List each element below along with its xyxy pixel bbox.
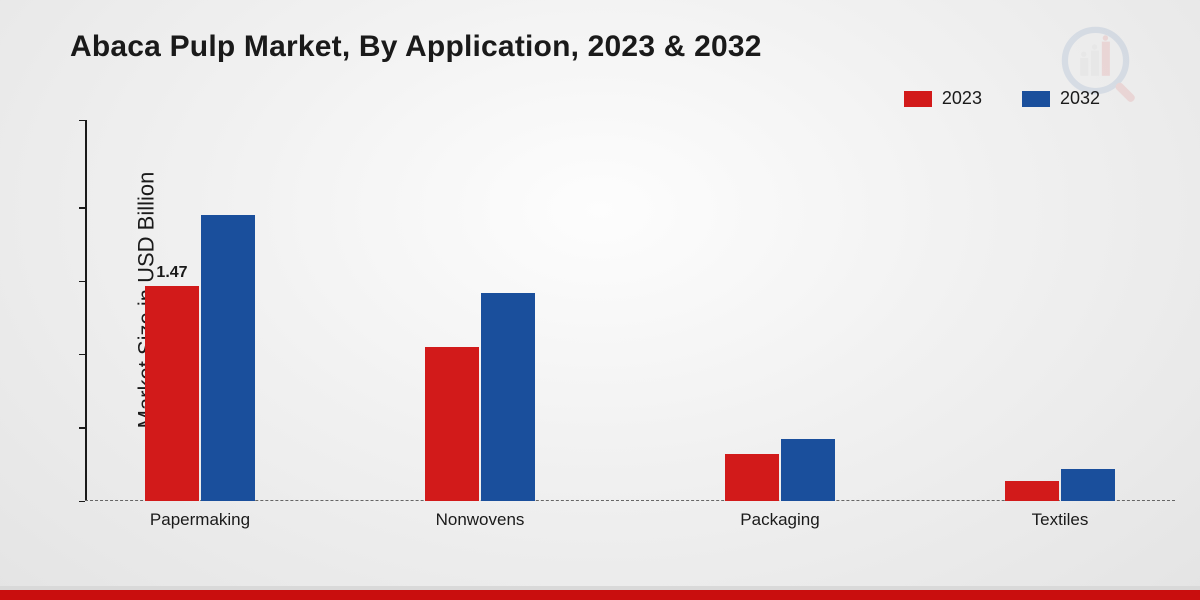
x-labels: Papermaking Nonwovens Packaging Textiles: [85, 504, 1175, 530]
bar-group: [725, 439, 835, 501]
plot-area: 1.47 Papermaking Nonwovens Packaging Textil…: [85, 120, 1175, 530]
bar: [425, 347, 479, 501]
legend-label-2023: 2023: [942, 88, 982, 109]
x-label: Packaging: [740, 510, 819, 530]
legend-item-2023: 2023: [904, 88, 982, 109]
bar-value-label: 1.47: [145, 264, 199, 282]
bar: [725, 454, 779, 501]
legend-swatch-2032: [1022, 91, 1050, 107]
footer-accent-bar: [0, 586, 1200, 600]
bar: [781, 439, 835, 501]
bar: [1061, 469, 1115, 501]
legend: 2023 2032: [904, 88, 1100, 109]
x-label: Textiles: [1032, 510, 1089, 530]
x-label: Nonwovens: [436, 510, 525, 530]
chart-canvas: Abaca Pulp Market, By Application, 2023 …: [0, 0, 1200, 600]
bar-group: [425, 293, 535, 501]
legend-label-2032: 2032: [1060, 88, 1100, 109]
bars-container: 1.47: [85, 120, 1175, 501]
bar-group: 1.47: [145, 215, 255, 501]
bar-group: [1005, 469, 1115, 501]
bar: [481, 293, 535, 501]
legend-item-2032: 2032: [1022, 88, 1100, 109]
bar: [201, 215, 255, 501]
chart-title: Abaca Pulp Market, By Application, 2023 …: [70, 30, 762, 64]
x-label: Papermaking: [150, 510, 250, 530]
bar: 1.47: [145, 286, 199, 501]
bar: [1005, 481, 1059, 502]
legend-swatch-2023: [904, 91, 932, 107]
